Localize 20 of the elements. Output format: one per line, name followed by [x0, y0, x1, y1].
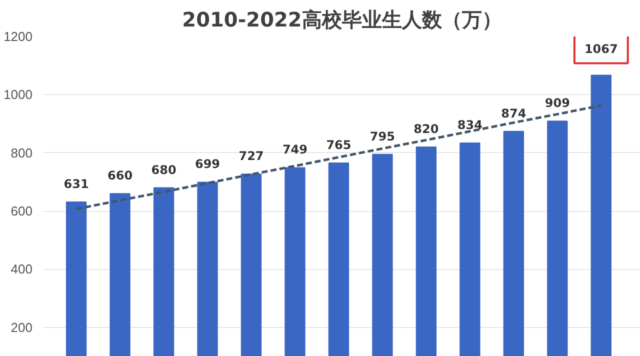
- data-label: 820: [414, 122, 439, 136]
- y-tick-label: 400: [10, 262, 33, 277]
- data-label: 909: [544, 96, 570, 110]
- data-label: 660: [108, 168, 133, 183]
- y-tick-label: 1000: [4, 87, 32, 102]
- data-label: 631: [64, 177, 89, 192]
- y-tick-label: 200: [10, 320, 33, 335]
- data-label: 834: [457, 118, 482, 132]
- y-tick-label: 1200: [4, 29, 32, 44]
- data-label: 874: [501, 106, 526, 120]
- data-label: 1067: [584, 42, 618, 56]
- y-tick-label: 600: [10, 204, 33, 219]
- data-label: 680: [151, 162, 176, 177]
- data-label: 699: [194, 157, 220, 172]
- y-tick-label: 800: [10, 145, 33, 160]
- data-label: 765: [326, 138, 352, 152]
- data-label: 795: [370, 129, 395, 144]
- data-label: 749: [282, 142, 308, 157]
- chart-title: 2010-2022高校毕业生人数（万）: [182, 8, 502, 32]
- data-label: 727: [238, 149, 264, 164]
